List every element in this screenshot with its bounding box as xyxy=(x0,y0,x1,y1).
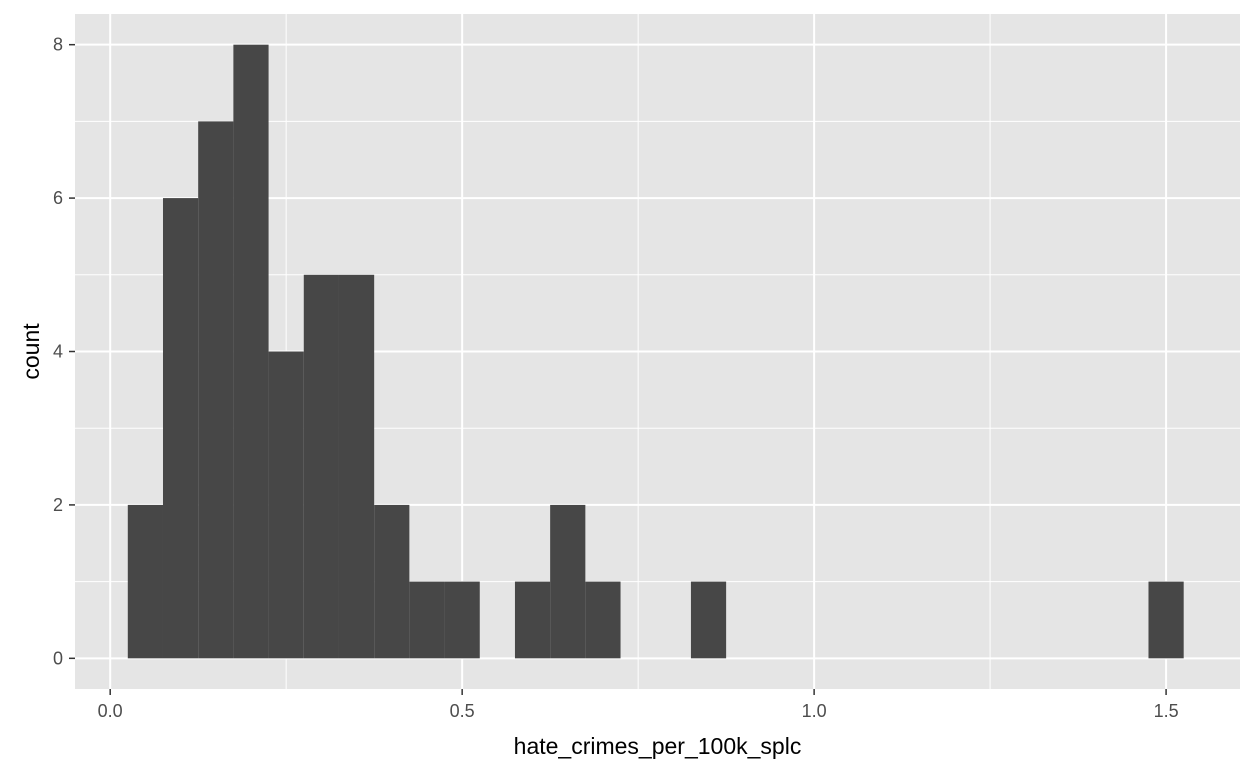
histogram-bar xyxy=(233,44,269,659)
y-axis-title: count xyxy=(18,323,44,380)
y-tick-label: 8 xyxy=(53,35,63,55)
x-tick-label: 0.5 xyxy=(450,701,475,721)
histogram-bar xyxy=(198,121,234,659)
histogram-bar xyxy=(585,581,621,659)
histogram-bar xyxy=(690,581,727,659)
histogram-bar xyxy=(338,274,375,659)
histogram-bars xyxy=(127,44,1184,659)
y-axis: 0 2 4 6 8 xyxy=(53,35,75,668)
x-axis-title: hate_crimes_per_100k_splc xyxy=(514,733,802,759)
x-tick-label: 1.5 xyxy=(1154,701,1179,721)
histogram-bar xyxy=(303,274,339,659)
x-axis: 0.0 0.5 1.0 1.5 xyxy=(98,689,1179,721)
histogram-bar xyxy=(444,581,480,659)
y-tick-label: 2 xyxy=(53,495,63,515)
y-tick-label: 4 xyxy=(53,342,63,362)
histogram-bar xyxy=(127,504,163,659)
histogram-bar xyxy=(409,581,445,659)
histogram-bar xyxy=(1148,581,1184,659)
x-tick-label: 0.0 xyxy=(98,701,123,721)
histogram-bar xyxy=(514,581,551,659)
y-tick-label: 6 xyxy=(53,188,63,208)
histogram-bar xyxy=(162,198,199,659)
major-gridlines xyxy=(75,14,1240,689)
histogram-bar xyxy=(374,504,410,659)
histogram-bar xyxy=(550,504,586,659)
y-tick-label: 0 xyxy=(53,648,63,668)
x-tick-label: 1.0 xyxy=(802,701,827,721)
histogram-bar xyxy=(268,351,304,659)
